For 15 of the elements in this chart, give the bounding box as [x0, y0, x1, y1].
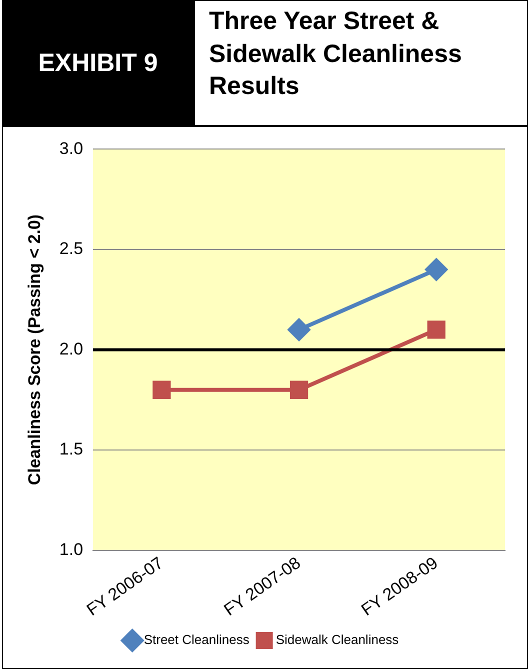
y-tick-label: 2.0	[59, 339, 84, 358]
point	[288, 318, 310, 341]
chart-title: Three Year Street & Sidewalk Cleanliness Results	[193, 1, 527, 125]
y-tick-label: 3.0	[59, 138, 84, 158]
legend-label: Sidewalk Cleanliness	[276, 632, 400, 648]
point	[425, 258, 448, 281]
y-tick-label: 2.5	[59, 239, 84, 258]
point	[152, 380, 171, 399]
legend-label: Street Cleanliness	[144, 632, 250, 648]
y-tick-label: 1.5	[59, 440, 84, 459]
y-axis-title: Cleanliness Score (Passing < 2.0)	[24, 214, 44, 486]
point	[427, 320, 446, 339]
point	[290, 380, 308, 399]
y-tick-label: 1.0	[59, 540, 84, 560]
text: EXHIBIT 9	[3, 1, 193, 125]
